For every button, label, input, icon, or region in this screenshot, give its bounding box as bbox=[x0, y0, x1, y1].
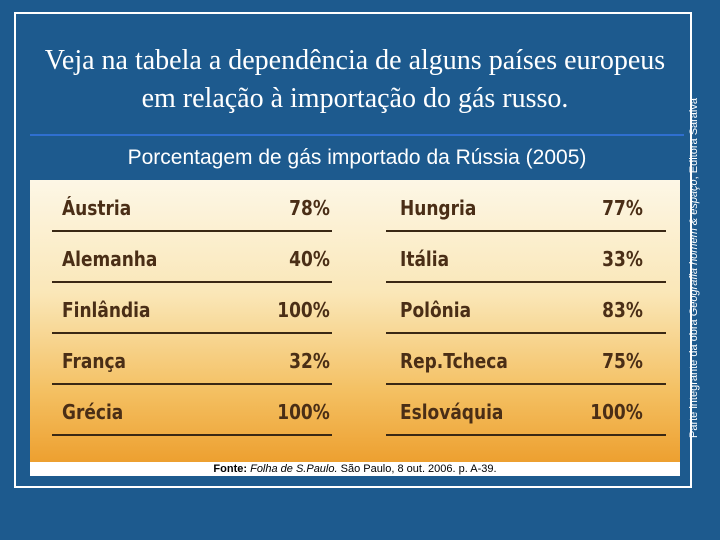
percentage: 77% bbox=[602, 196, 643, 220]
row-separator bbox=[52, 281, 332, 283]
row-separator bbox=[52, 230, 332, 232]
percentage: 75% bbox=[602, 349, 643, 373]
percentage: 33% bbox=[602, 247, 643, 271]
side-note: Parte integrante da obra Geografia homem… bbox=[688, 0, 700, 538]
side-note-after: , Editora Saraiva bbox=[688, 98, 700, 180]
title: Veja na tabela a dependência de alguns p… bbox=[44, 45, 666, 114]
country: Rep.Tcheca bbox=[400, 349, 508, 373]
percentage: 100% bbox=[277, 400, 330, 424]
country: Hungria bbox=[400, 196, 477, 220]
row-separator bbox=[386, 434, 666, 436]
table: Fonte: Folha de S.Paulo. São Paulo, 8 ou… bbox=[30, 180, 680, 476]
country: Polônia bbox=[400, 298, 472, 322]
source-publication: Folha de S.Paulo. bbox=[250, 463, 338, 475]
country: Eslováquia bbox=[400, 400, 504, 424]
country: Áustria bbox=[62, 196, 132, 220]
country: França bbox=[62, 349, 127, 373]
source: Fonte: Folha de S.Paulo. São Paulo, 8 ou… bbox=[30, 462, 680, 476]
percentage: 32% bbox=[289, 349, 330, 373]
divider bbox=[30, 134, 684, 136]
country: Finlândia bbox=[62, 298, 151, 322]
side-note-work: Geografia homem & espaço bbox=[688, 179, 700, 317]
source-details: São Paulo, 8 out. 2006. p. A-39. bbox=[340, 463, 497, 475]
percentage: 100% bbox=[277, 298, 330, 322]
frame bbox=[14, 12, 692, 488]
country: Alemanha bbox=[62, 247, 158, 271]
row-separator bbox=[52, 383, 332, 385]
percentage: 78% bbox=[289, 196, 330, 220]
row-separator bbox=[52, 332, 332, 334]
percentage: 40% bbox=[289, 247, 330, 271]
source-label: Fonte: bbox=[213, 463, 248, 475]
percentage: 83% bbox=[602, 298, 643, 322]
side-note-before: Parte integrante da obra bbox=[688, 319, 700, 438]
row-separator bbox=[386, 332, 666, 334]
row-separator bbox=[386, 281, 666, 283]
row-separator bbox=[386, 230, 666, 232]
row-separator bbox=[386, 383, 666, 385]
row-separator bbox=[52, 434, 332, 436]
subtitle: Porcentagem de gás importado da Rússia (… bbox=[127, 146, 587, 169]
country: Grécia bbox=[62, 400, 124, 424]
percentage: 100% bbox=[590, 400, 643, 424]
country: Itália bbox=[400, 247, 450, 271]
